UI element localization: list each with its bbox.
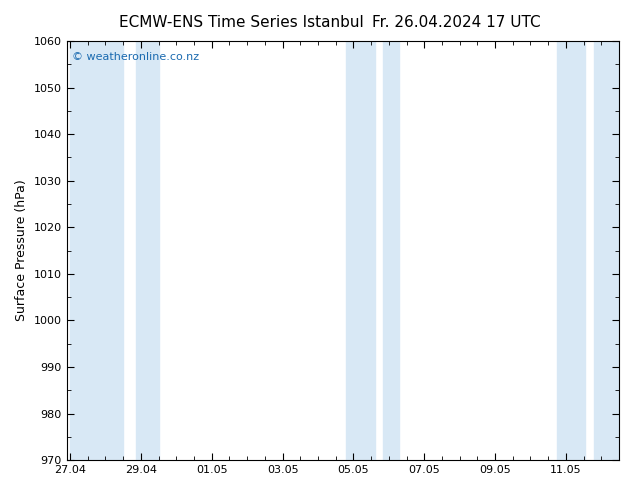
Bar	[557, 41, 585, 460]
Text: ECMW-ENS Time Series Istanbul: ECMW-ENS Time Series Istanbul	[119, 15, 363, 30]
Bar	[70, 41, 123, 460]
Bar	[136, 41, 158, 460]
Y-axis label: Surface Pressure (hPa): Surface Pressure (hPa)	[15, 180, 28, 321]
Bar	[384, 41, 399, 460]
Bar	[594, 41, 619, 460]
Text: © weatheronline.co.nz: © weatheronline.co.nz	[72, 51, 199, 62]
Text: Fr. 26.04.2024 17 UTC: Fr. 26.04.2024 17 UTC	[372, 15, 541, 30]
Bar	[346, 41, 375, 460]
